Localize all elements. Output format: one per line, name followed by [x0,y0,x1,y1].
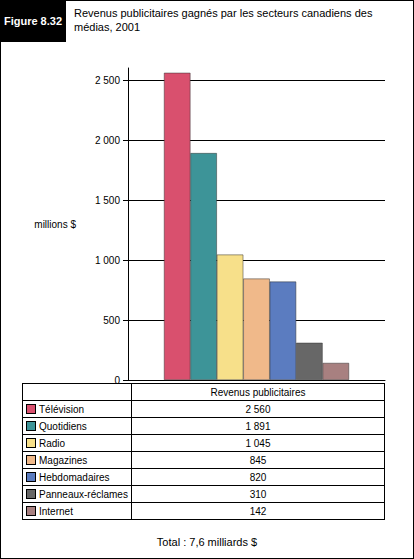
svg-text:500: 500 [103,315,120,326]
html-text:820: 820 [249,471,267,483]
html-text:Hebdomadaires: Hebdomadaires [39,471,110,483]
html-text:Télévision: Télévision [39,403,84,415]
svg-text:2 500: 2 500 [95,75,120,86]
html-text:845: 845 [249,454,267,466]
html-text:Revenus publicitaires: Revenus publicitaires [210,386,306,398]
svg-text:1 000: 1 000 [95,255,120,266]
svg-text:1 500: 1 500 [95,195,120,206]
html-text:2 560: 2 560 [245,403,271,415]
html-text:Internet: Internet [39,505,73,517]
html-text:310: 310 [249,488,267,500]
html-text:1 045: 1 045 [245,437,271,449]
html-text:Figure 8.32: Figure 8.32 [4,15,62,27]
html-text:Quotidiens: Quotidiens [39,420,87,432]
html-text:142: 142 [249,505,267,517]
html-text:Radio: Radio [39,437,66,449]
svg-text:2 000: 2 000 [95,135,120,146]
svg-text:millions $: millions $ [34,219,76,230]
html-text:Panneaux-réclames: Panneaux-réclames [39,488,128,500]
html-text:1 891: 1 891 [245,420,271,432]
html-text:Total : 7,6 milliards $: Total : 7,6 milliards $ [156,536,258,548]
html-text:Magazines: Magazines [39,454,88,466]
html-text:Revenus publicitaires gagnés p: Revenus publicitaires gagnés par les sec… [74,7,373,33]
